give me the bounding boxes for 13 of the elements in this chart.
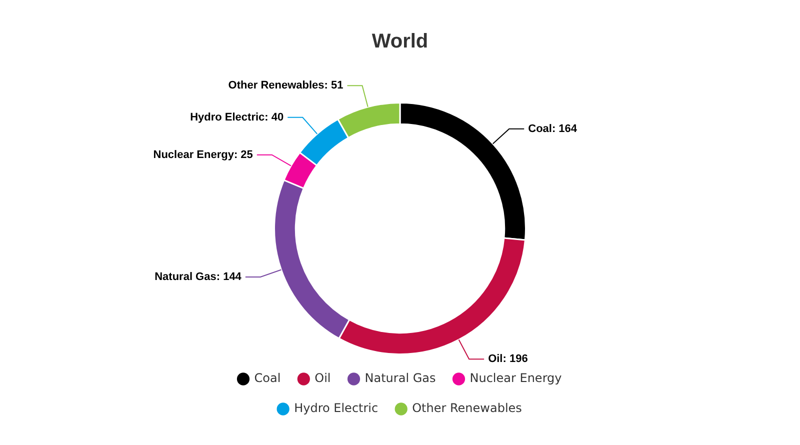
legend-label: Coal xyxy=(254,371,281,386)
legend-label: Oil xyxy=(314,371,331,386)
legend-label: Hydro Electric xyxy=(294,401,378,416)
data-label: Hydro Electric: 40 xyxy=(190,111,284,124)
legend-label: Natural Gas xyxy=(364,371,436,386)
legend-label: Nuclear Energy xyxy=(470,371,562,386)
data-label: Other Renewables: 51 xyxy=(228,80,344,92)
data-label: Oil: 196 xyxy=(488,353,528,366)
data-label: Natural Gas: 144 xyxy=(154,271,242,284)
data-label: Coal: 164 xyxy=(528,122,578,135)
data-label: Nuclear Energy: 25 xyxy=(153,148,253,161)
chart-title: World xyxy=(372,30,428,53)
legend-label: Other Renewables xyxy=(412,401,522,416)
